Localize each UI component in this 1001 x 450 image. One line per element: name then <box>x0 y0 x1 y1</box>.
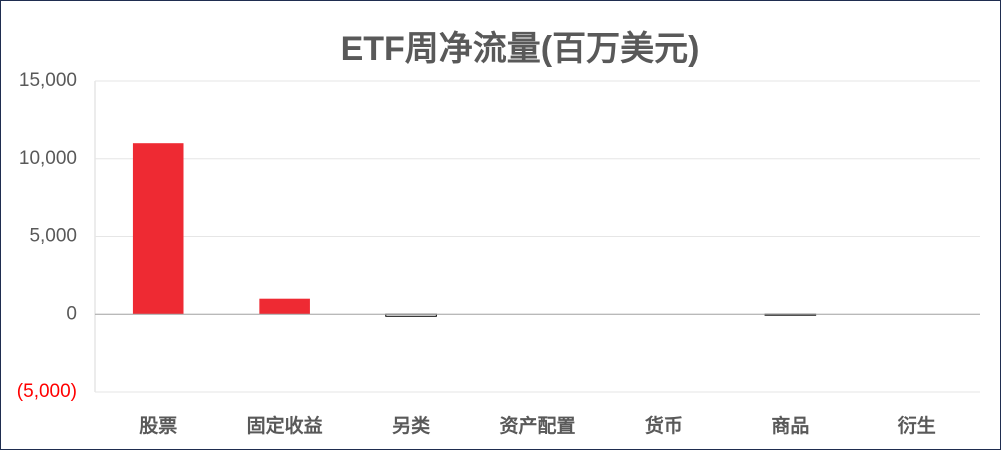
x-tick-label: 另类 <box>392 414 430 437</box>
y-tick-label: (5,000) <box>17 381 77 402</box>
y-tick-label: 5,000 <box>29 226 77 247</box>
y-tick-label: 0 <box>66 303 77 324</box>
x-tick-label: 衍生 <box>897 414 936 437</box>
x-tick-label: 货币 <box>645 414 683 437</box>
chart-title: ETF周净流量(百万美元) <box>341 30 700 68</box>
y-tick-label: 10,000 <box>19 148 77 169</box>
bar <box>132 143 184 315</box>
y-tick-label: 15,000 <box>19 70 77 91</box>
x-tick-label: 固定收益 <box>247 414 323 437</box>
x-tick-label: 商品 <box>771 414 809 437</box>
bar <box>259 298 310 315</box>
x-tick-label: 股票 <box>139 415 177 437</box>
x-tick-label: 资产配置 <box>499 414 575 437</box>
